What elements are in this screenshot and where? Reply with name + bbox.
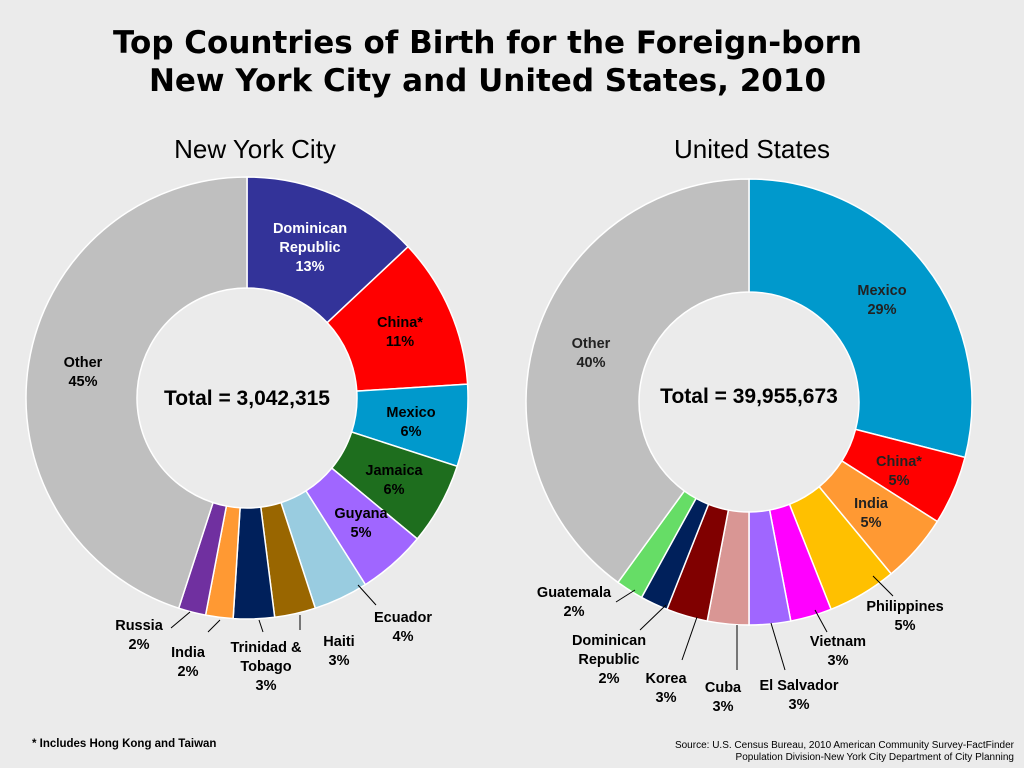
nyc-slice-other xyxy=(25,176,248,610)
source-line-1: Source: U.S. Census Bureau, 2010 America… xyxy=(674,740,1014,751)
us-leader-line xyxy=(639,604,667,631)
nyc-label-guyana: Guyana 5% xyxy=(334,506,388,541)
us-leader-line xyxy=(872,575,894,597)
us-label-philippines: Philippines 5% xyxy=(866,599,943,634)
us-label-korea: Korea 3% xyxy=(645,671,687,706)
source-line-2: Population Division-New York City Depart… xyxy=(735,752,1014,763)
chart-title-line-1: Top Countries of Birth for the Foreign-b… xyxy=(113,25,862,61)
us-label-vietnam: Vietnam 3% xyxy=(810,634,866,669)
nyc-subtitle: New York City xyxy=(174,134,336,164)
nyc-label-mexico: Mexico 6% xyxy=(386,405,435,440)
us-slice-mexico xyxy=(748,178,973,459)
us-leader-line xyxy=(681,616,698,661)
us-total-label: Total = 39,955,673 xyxy=(660,385,838,408)
source-note: Source: U.S. Census Bureau, 2010 America… xyxy=(675,740,1014,764)
nyc-label-trinidad-tobago: Trinidad & Tobago 3% xyxy=(231,640,302,694)
nyc-label-ecuador: Ecuador 4% xyxy=(374,610,432,645)
nyc-label-india: India 2% xyxy=(171,645,206,680)
nyc-leader-line xyxy=(258,619,264,633)
us-label-china: China* 5% xyxy=(876,454,922,489)
nyc-leader-line xyxy=(170,611,191,629)
nyc-label-china: China* 11% xyxy=(377,315,423,350)
us-leader-line xyxy=(814,609,828,633)
nyc-label-jamaica: Jamaica 6% xyxy=(365,463,423,498)
nyc-total-label: Total = 3,042,315 xyxy=(164,387,330,410)
us-label-other: Other 40% xyxy=(572,336,611,371)
us-label-mexico: Mexico 29% xyxy=(857,283,906,318)
us-slice-other xyxy=(525,178,750,584)
us-subtitle: United States xyxy=(673,134,831,164)
nyc-leader-line xyxy=(207,619,221,633)
us-leader-line xyxy=(770,622,786,671)
us-label-cuba: Cuba 3% xyxy=(705,680,742,715)
footnote: * Includes Hong Kong and Taiwan xyxy=(32,738,217,750)
nyc-label-haiti: Haiti 3% xyxy=(323,634,354,669)
chart-title: Top Countries of Birth for the Foreign-b… xyxy=(0,24,975,100)
nyc-leader-line xyxy=(357,584,377,606)
us-label-guatemala: Guatemala 2% xyxy=(537,585,612,620)
nyc-label-dominican-republic: Dominican Republic 13% xyxy=(273,221,347,275)
nyc-label-other: Other 45% xyxy=(64,355,103,390)
chart-title-line-2: New York City and United States, 2010 xyxy=(148,63,827,99)
us-label-dominican-republic: Dominican Republic 2% xyxy=(572,633,646,687)
us-leader-line xyxy=(615,589,636,603)
nyc-label-russia: Russia 2% xyxy=(115,618,163,653)
us-label-el-salvador: El Salvador 3% xyxy=(760,678,839,713)
us-label-india: India 5% xyxy=(854,496,889,531)
